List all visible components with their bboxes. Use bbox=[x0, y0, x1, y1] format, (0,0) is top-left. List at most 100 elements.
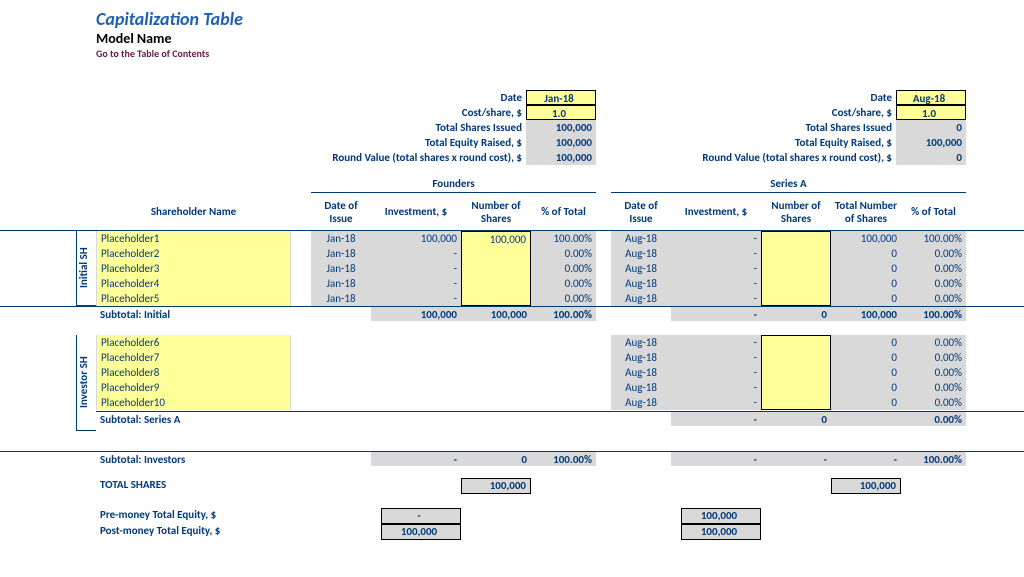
table-row: Placeholder6Aug-18-00.00% bbox=[96, 335, 1024, 350]
shareholder-name[interactable]: Placeholder10 bbox=[96, 395, 291, 410]
pre-money-row: Pre-money Total Equity, $ - 100,000 bbox=[0, 508, 1024, 524]
cell: 0 bbox=[831, 335, 901, 350]
shares-input[interactable] bbox=[761, 365, 831, 380]
shares-input[interactable] bbox=[761, 276, 831, 291]
si-a-inv: - bbox=[671, 307, 761, 321]
investor-block: Investor SH Placeholder6Aug-18-00.00%Pla… bbox=[0, 335, 1024, 431]
summary-section: Date Cost/share, $ Total Shares Issued T… bbox=[0, 90, 1024, 165]
label-date-a: Date bbox=[702, 90, 892, 105]
shares-input[interactable] bbox=[461, 246, 531, 261]
shareholder-name[interactable]: Placeholder1 bbox=[96, 231, 291, 246]
shareholder-name[interactable]: Placeholder8 bbox=[96, 365, 291, 380]
cell: - bbox=[371, 246, 461, 261]
shares-input[interactable] bbox=[461, 261, 531, 276]
label-cost: Cost/share, $ bbox=[332, 105, 522, 120]
cell: 0 bbox=[831, 291, 901, 306]
post-money-a: 100,000 bbox=[681, 524, 761, 540]
sinv-f-num: 0 bbox=[461, 452, 531, 466]
cell: 0 bbox=[831, 276, 901, 291]
ch-date-a: Date of Issue bbox=[611, 193, 671, 230]
table-row: Placeholder1Jan-18100,000100,000100.00%A… bbox=[96, 231, 1024, 246]
shares-input[interactable] bbox=[761, 350, 831, 365]
cell: Aug-18 bbox=[611, 231, 671, 246]
pre-money-a: 100,000 bbox=[681, 508, 761, 524]
shareholder-name[interactable]: Placeholder9 bbox=[96, 380, 291, 395]
shares-input[interactable] bbox=[761, 231, 831, 246]
cell: Aug-18 bbox=[611, 276, 671, 291]
shares-input[interactable] bbox=[461, 291, 531, 306]
cell: 100.00% bbox=[901, 231, 966, 246]
cell: 0 bbox=[831, 246, 901, 261]
si-f-num: 100,000 bbox=[461, 307, 531, 321]
cell: 0.00% bbox=[901, 261, 966, 276]
cell: 0.00% bbox=[901, 246, 966, 261]
shareholder-name[interactable]: Placeholder6 bbox=[96, 335, 291, 350]
cell: 0.00% bbox=[901, 335, 966, 350]
founders-shares: 100,000 bbox=[526, 120, 596, 135]
label-date: Date bbox=[332, 90, 522, 105]
shares-input[interactable] bbox=[761, 380, 831, 395]
page-title: Capitalization Table bbox=[96, 8, 1024, 30]
si-a-num: 0 bbox=[761, 307, 831, 321]
shareholder-name[interactable]: Placeholder5 bbox=[96, 291, 291, 306]
sinv-a-tot: - bbox=[831, 452, 901, 466]
label-round: Round Value (total shares x round cost),… bbox=[332, 150, 522, 165]
cell: 100.00% bbox=[531, 231, 596, 246]
ssa-inv: - bbox=[671, 412, 761, 426]
vlabel-investor: Investor SH bbox=[76, 335, 96, 431]
cell: 100,000 bbox=[831, 231, 901, 246]
shares-input[interactable] bbox=[761, 335, 831, 350]
cell: 0.00% bbox=[901, 365, 966, 380]
label-equity-a: Total Equity Raised, $ bbox=[702, 135, 892, 150]
cell: - bbox=[371, 276, 461, 291]
label-cost-a: Cost/share, $ bbox=[702, 105, 892, 120]
section-titles: Founders Series A bbox=[0, 175, 1024, 193]
si-f-pct: 100.00% bbox=[531, 307, 596, 321]
cell: 0.00% bbox=[531, 246, 596, 261]
column-headers: Shareholder Name Date of Issue Investmen… bbox=[0, 193, 1024, 231]
shareholder-name[interactable]: Placeholder4 bbox=[96, 276, 291, 291]
subtotal-investors-label: Subtotal: Investors bbox=[96, 452, 291, 466]
shares-input[interactable] bbox=[461, 276, 531, 291]
table-row: Placeholder3Jan-18-0.00%Aug-18-00.00% bbox=[96, 261, 1024, 276]
ch-inv-a: Investment, $ bbox=[671, 193, 761, 230]
post-money-row: Post-money Total Equity, $ 100,000 100,0… bbox=[0, 524, 1024, 540]
founders-date[interactable]: Jan-18 bbox=[526, 90, 596, 105]
cell: 0 bbox=[831, 365, 901, 380]
founders-round: 100,000 bbox=[526, 150, 596, 165]
cell: Jan-18 bbox=[311, 261, 371, 276]
summary-values-founders: Jan-18 1.0 100,000 100,000 100,000 bbox=[526, 90, 596, 165]
shares-input[interactable] bbox=[761, 395, 831, 410]
shareholder-name[interactable]: Placeholder7 bbox=[96, 350, 291, 365]
ssa-num: 0 bbox=[761, 412, 831, 426]
seriesA-cost[interactable]: 1.0 bbox=[896, 105, 966, 120]
shares-input[interactable]: 100,000 bbox=[461, 231, 531, 246]
cell: - bbox=[671, 291, 761, 306]
cell: - bbox=[371, 291, 461, 306]
cell: - bbox=[671, 380, 761, 395]
cell: Jan-18 bbox=[311, 291, 371, 306]
table-row: Placeholder10Aug-18-00.00% bbox=[96, 395, 1024, 410]
toc-link[interactable]: Go to the Table of Contents bbox=[96, 47, 1024, 60]
shares-input[interactable] bbox=[761, 291, 831, 306]
label-round-a: Round Value (total shares x round cost),… bbox=[702, 150, 892, 165]
post-money-f: 100,000 bbox=[381, 524, 461, 540]
table-row: Placeholder2Jan-18-0.00%Aug-18-00.00% bbox=[96, 246, 1024, 261]
cell: 0 bbox=[831, 261, 901, 276]
subtotal-seriesA-label: Subtotal: Series A bbox=[96, 412, 291, 426]
seriesA-date[interactable]: Aug-18 bbox=[896, 90, 966, 105]
shareholder-name[interactable]: Placeholder2 bbox=[96, 246, 291, 261]
cell: - bbox=[671, 246, 761, 261]
founders-title: Founders bbox=[311, 175, 596, 193]
pre-money-label: Pre-money Total Equity, $ bbox=[96, 508, 291, 524]
sinv-f-inv: - bbox=[371, 452, 461, 466]
seriesA-equity: 100,000 bbox=[896, 135, 966, 150]
post-money-label: Post-money Total Equity, $ bbox=[96, 524, 291, 540]
ch-pct-a: % of Total bbox=[901, 193, 966, 230]
shares-input[interactable] bbox=[761, 261, 831, 276]
founders-cost[interactable]: 1.0 bbox=[526, 105, 596, 120]
founders-equity: 100,000 bbox=[526, 135, 596, 150]
shareholder-name[interactable]: Placeholder3 bbox=[96, 261, 291, 276]
cell: Aug-18 bbox=[611, 335, 671, 350]
shares-input[interactable] bbox=[761, 246, 831, 261]
